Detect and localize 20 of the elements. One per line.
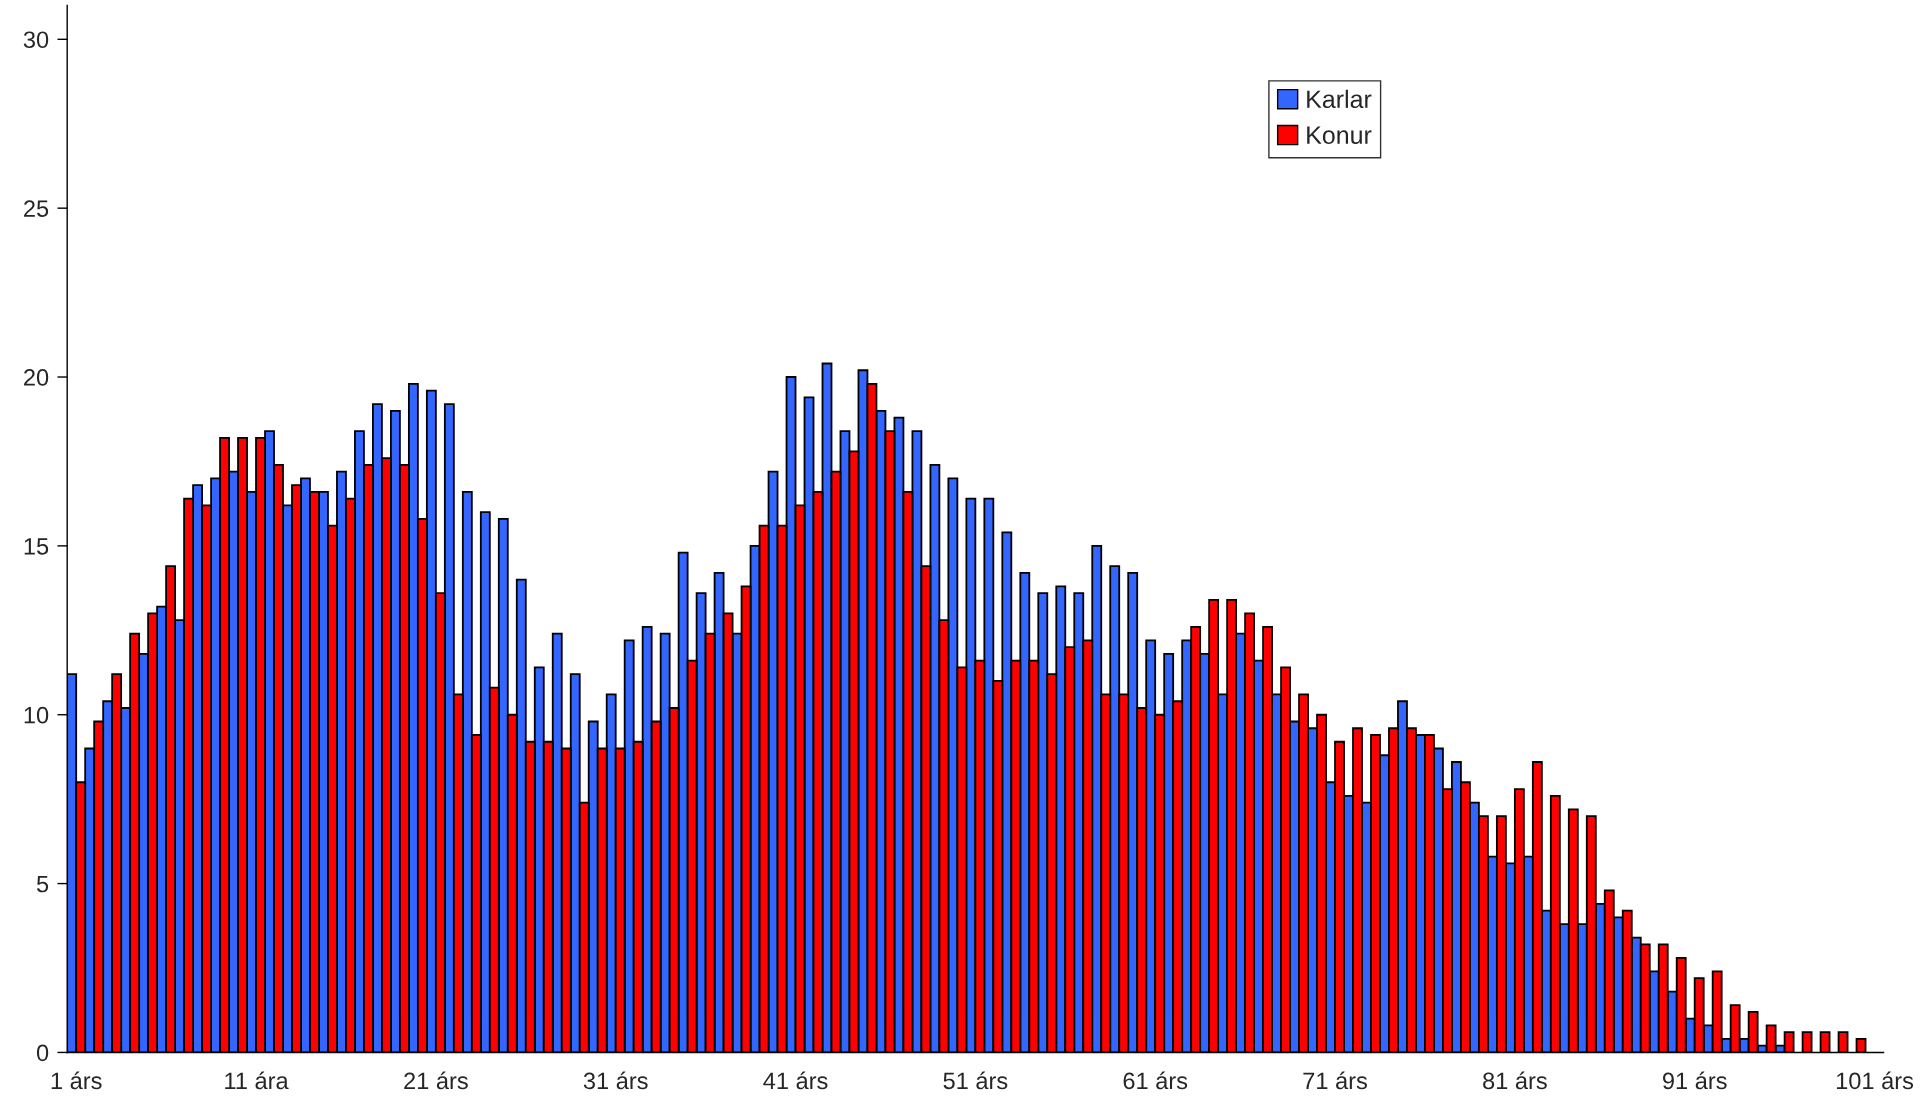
y-tick-label: 25 — [24, 200, 49, 217]
y-tick-label: 10 — [24, 706, 49, 724]
legend-label: Karlar — [1307, 89, 1372, 109]
x-tick-label: 81 árs — [1483, 1071, 1547, 1090]
x-tick-label: 31 árs — [583, 1071, 648, 1090]
x-tick-label: 91 árs — [1662, 1071, 1727, 1090]
x-tick-label: 61 árs — [1123, 1071, 1188, 1090]
legend-label: Konur — [1307, 126, 1372, 145]
x-tick-label: 1 árs — [51, 1071, 102, 1090]
y-tick-label: 15 — [24, 538, 49, 555]
y-tick-label: 30 — [23, 31, 49, 49]
x-tick-label: 71 árs — [1303, 1071, 1367, 1090]
x-tick-label: 51 árs — [943, 1071, 1008, 1090]
y-tick-label: 0 — [36, 1044, 49, 1062]
x-tick-label: 41 árs — [763, 1071, 828, 1090]
y-tick-label: 5 — [36, 875, 49, 893]
x-tick-label: 21 árs — [404, 1071, 468, 1090]
y-tick-label: 20 — [24, 369, 49, 386]
x-tick-label: 101 árs — [1836, 1071, 1914, 1090]
x-tick-label: 11 ára — [225, 1071, 289, 1090]
